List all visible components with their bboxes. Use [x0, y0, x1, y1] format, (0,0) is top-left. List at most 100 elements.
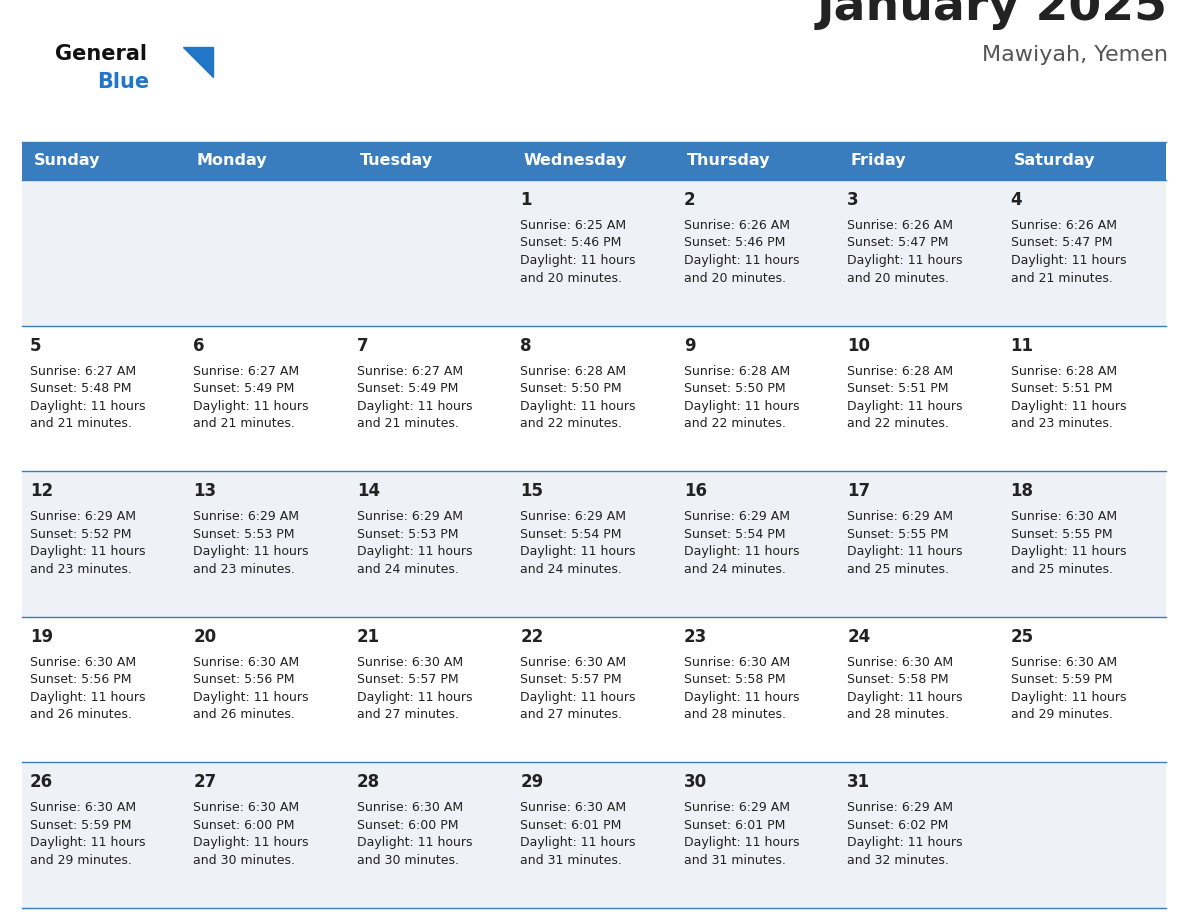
Bar — [839, 763, 1003, 908]
Text: and 29 minutes.: and 29 minutes. — [1011, 709, 1112, 722]
Text: Monday: Monday — [197, 153, 267, 169]
Text: Sunrise: 6:28 AM: Sunrise: 6:28 AM — [520, 364, 626, 377]
Text: and 31 minutes.: and 31 minutes. — [520, 854, 623, 867]
Text: and 25 minutes.: and 25 minutes. — [1011, 563, 1113, 576]
Text: Sunset: 5:59 PM: Sunset: 5:59 PM — [1011, 673, 1112, 687]
Text: Sunrise: 6:30 AM: Sunrise: 6:30 AM — [194, 655, 299, 669]
Text: Sunrise: 6:30 AM: Sunrise: 6:30 AM — [30, 801, 137, 814]
Text: Sunset: 6:01 PM: Sunset: 6:01 PM — [520, 819, 621, 832]
Text: 24: 24 — [847, 628, 871, 645]
Bar — [676, 326, 839, 471]
Text: Sunset: 5:58 PM: Sunset: 5:58 PM — [684, 673, 785, 687]
Text: and 21 minutes.: and 21 minutes. — [30, 417, 132, 431]
Bar — [185, 763, 349, 908]
Text: and 30 minutes.: and 30 minutes. — [356, 854, 459, 867]
Text: Sunrise: 6:29 AM: Sunrise: 6:29 AM — [194, 510, 299, 523]
Text: Daylight: 11 hours: Daylight: 11 hours — [30, 399, 145, 412]
Text: Daylight: 11 hours: Daylight: 11 hours — [1011, 691, 1126, 704]
Bar — [676, 763, 839, 908]
Bar — [512, 471, 676, 617]
Text: 23: 23 — [684, 628, 707, 645]
Text: Sunrise: 6:29 AM: Sunrise: 6:29 AM — [520, 510, 626, 523]
Text: 27: 27 — [194, 773, 216, 791]
Text: Sunset: 5:50 PM: Sunset: 5:50 PM — [520, 382, 621, 395]
Text: Daylight: 11 hours: Daylight: 11 hours — [356, 545, 473, 558]
Bar — [512, 763, 676, 908]
Bar — [23, 326, 185, 471]
Text: Daylight: 11 hours: Daylight: 11 hours — [520, 254, 636, 267]
Bar — [1003, 326, 1165, 471]
Text: Sunrise: 6:30 AM: Sunrise: 6:30 AM — [520, 655, 626, 669]
Text: Sunset: 5:54 PM: Sunset: 5:54 PM — [520, 528, 621, 541]
Text: Wednesday: Wednesday — [524, 153, 627, 169]
Text: and 21 minutes.: and 21 minutes. — [356, 417, 459, 431]
Bar — [349, 471, 512, 617]
Text: Sunset: 5:55 PM: Sunset: 5:55 PM — [847, 528, 949, 541]
Text: Sunset: 5:53 PM: Sunset: 5:53 PM — [194, 528, 295, 541]
Text: Sunrise: 6:28 AM: Sunrise: 6:28 AM — [1011, 364, 1117, 377]
Bar — [23, 763, 185, 908]
Text: and 22 minutes.: and 22 minutes. — [520, 417, 623, 431]
Text: Sunday: Sunday — [33, 153, 100, 169]
Text: Daylight: 11 hours: Daylight: 11 hours — [684, 691, 800, 704]
Text: Sunrise: 6:25 AM: Sunrise: 6:25 AM — [520, 219, 626, 232]
Text: and 23 minutes.: and 23 minutes. — [194, 563, 296, 576]
Text: Daylight: 11 hours: Daylight: 11 hours — [847, 399, 962, 412]
Text: Sunset: 5:57 PM: Sunset: 5:57 PM — [520, 673, 621, 687]
Text: Daylight: 11 hours: Daylight: 11 hours — [520, 399, 636, 412]
Text: Sunset: 5:51 PM: Sunset: 5:51 PM — [847, 382, 949, 395]
Text: Daylight: 11 hours: Daylight: 11 hours — [684, 399, 800, 412]
Text: Friday: Friday — [851, 153, 906, 169]
Text: 1: 1 — [520, 191, 532, 209]
Text: Daylight: 11 hours: Daylight: 11 hours — [30, 545, 145, 558]
Text: Sunrise: 6:30 AM: Sunrise: 6:30 AM — [30, 655, 137, 669]
Text: 2: 2 — [684, 191, 695, 209]
Text: Daylight: 11 hours: Daylight: 11 hours — [847, 254, 962, 267]
Text: and 20 minutes.: and 20 minutes. — [684, 272, 785, 285]
Text: and 30 minutes.: and 30 minutes. — [194, 854, 296, 867]
Text: and 27 minutes.: and 27 minutes. — [356, 709, 459, 722]
Text: Thursday: Thursday — [687, 153, 771, 169]
Text: 15: 15 — [520, 482, 543, 500]
Bar — [185, 326, 349, 471]
Text: and 23 minutes.: and 23 minutes. — [1011, 417, 1112, 431]
Text: Sunset: 5:54 PM: Sunset: 5:54 PM — [684, 528, 785, 541]
Text: and 28 minutes.: and 28 minutes. — [684, 709, 785, 722]
Text: Daylight: 11 hours: Daylight: 11 hours — [1011, 254, 1126, 267]
Text: Sunrise: 6:29 AM: Sunrise: 6:29 AM — [30, 510, 135, 523]
Text: Sunrise: 6:30 AM: Sunrise: 6:30 AM — [356, 801, 463, 814]
Text: Daylight: 11 hours: Daylight: 11 hours — [684, 836, 800, 849]
Bar — [676, 142, 839, 180]
Text: Sunset: 5:59 PM: Sunset: 5:59 PM — [30, 819, 132, 832]
Text: Daylight: 11 hours: Daylight: 11 hours — [1011, 545, 1126, 558]
Text: Sunrise: 6:28 AM: Sunrise: 6:28 AM — [684, 364, 790, 377]
Text: Sunrise: 6:30 AM: Sunrise: 6:30 AM — [1011, 655, 1117, 669]
Text: and 24 minutes.: and 24 minutes. — [356, 563, 459, 576]
Bar — [676, 180, 839, 326]
Bar — [512, 617, 676, 763]
Bar — [185, 471, 349, 617]
Text: Sunset: 5:56 PM: Sunset: 5:56 PM — [30, 673, 132, 687]
Text: and 27 minutes.: and 27 minutes. — [520, 709, 623, 722]
Bar — [23, 180, 185, 326]
Text: Sunset: 5:47 PM: Sunset: 5:47 PM — [847, 237, 949, 250]
Text: Daylight: 11 hours: Daylight: 11 hours — [684, 545, 800, 558]
Text: 30: 30 — [684, 773, 707, 791]
Bar — [839, 180, 1003, 326]
Text: Daylight: 11 hours: Daylight: 11 hours — [520, 691, 636, 704]
Text: Sunrise: 6:26 AM: Sunrise: 6:26 AM — [1011, 219, 1117, 232]
Bar — [839, 617, 1003, 763]
Text: and 24 minutes.: and 24 minutes. — [684, 563, 785, 576]
Text: Daylight: 11 hours: Daylight: 11 hours — [847, 691, 962, 704]
Bar — [1003, 180, 1165, 326]
Bar — [23, 142, 185, 180]
Text: Sunset: 5:58 PM: Sunset: 5:58 PM — [847, 673, 949, 687]
Text: #111111: #111111 — [55, 59, 62, 60]
Bar — [349, 142, 512, 180]
Text: and 31 minutes.: and 31 minutes. — [684, 854, 785, 867]
Text: Sunrise: 6:27 AM: Sunrise: 6:27 AM — [30, 364, 137, 377]
Text: Sunset: 6:00 PM: Sunset: 6:00 PM — [356, 819, 459, 832]
Bar — [676, 617, 839, 763]
Text: and 21 minutes.: and 21 minutes. — [194, 417, 296, 431]
Text: Sunset: 5:46 PM: Sunset: 5:46 PM — [684, 237, 785, 250]
